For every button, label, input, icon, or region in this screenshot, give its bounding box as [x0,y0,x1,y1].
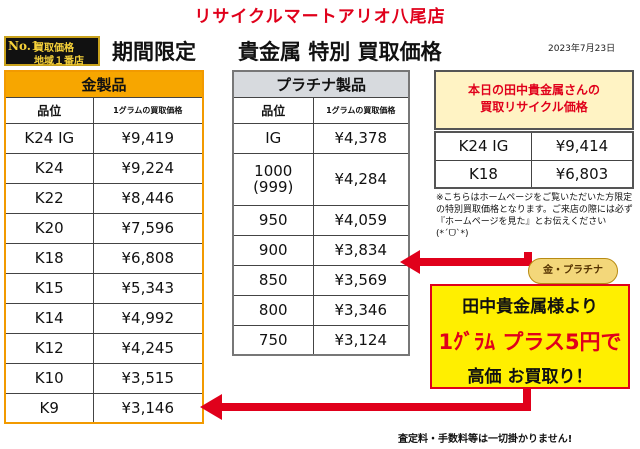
gold-price: ¥7,596 [92,212,204,244]
page-headline: 期間限定 貴金属 特別 買取価格 [112,40,442,64]
no1-badge: No.1 買取価格 地域１番店 [4,36,100,67]
today-title-line2: 買取リサイクル価格 [480,100,588,114]
platinum-price-table: プラチナ製品 品位 1グラムの買取価格 IG ¥4,378 1000 (999) ¥4… [232,70,410,356]
gold-grade: K20 [4,212,94,244]
badge-no1: No.1 [8,39,40,53]
gold-grade: K12 [4,332,94,364]
today-row: K24 IG ¥9,414 [434,131,634,161]
gold-grade: K10 [4,362,94,394]
gold-price-table: 金製品 品位 1グラムの買取価格 K24 IG ¥9,419 K24 ¥9,224 K2… [4,70,204,424]
gold-price: ¥9,419 [92,122,204,154]
gold-table-title: 金製品 [4,70,204,98]
note-text: ※こちらはホームページをご覧いただいた方限定の特別買取価格となります。ご来店の際… [436,193,633,239]
platinum-grade: 1000 (999) [232,152,314,206]
platinum-grade: 750 [232,324,314,356]
gold-price: ¥4,992 [92,302,204,334]
gold-price: ¥4,245 [92,332,204,364]
today-price-header: 本日の田中貴金属さんの 買取リサイクル価格 [434,70,634,130]
promo-box: 田中貴金属様より 1ｸﾞﾗﾑ プラス5円で 高価 お買取り！ [430,284,630,389]
gold-row: K14 ¥4,992 [4,302,204,334]
arrow-to-k9 [222,389,531,411]
arrow-to-900 [418,252,532,266]
gold-grade: K14 [4,302,94,334]
gold-row: K24 IG ¥9,419 [4,122,204,154]
gold-row: K12 ¥4,245 [4,332,204,364]
platinum-grade: IG [232,122,314,154]
gold-grade: K24 IG [4,122,94,154]
today-title-line1: 本日の田中貴金属さんの [467,83,600,97]
gold-row: K18 ¥6,808 [4,242,204,274]
promo-line1: 田中貴金属様より [462,297,598,317]
gold-price: ¥5,343 [92,272,204,304]
arrow-head-k9 [200,394,222,420]
platinum-row: IG ¥4,378 [232,122,410,154]
gold-col-grade: 品位 [4,96,94,124]
gold-row: K24 ¥9,224 [4,152,204,184]
gold-row: K15 ¥5,343 [4,272,204,304]
gold-grade: K9 [4,392,94,424]
gold-row: K10 ¥3,515 [4,362,204,394]
store-title: リサイクルマートアリオ八尾店 [194,7,446,27]
platinum-grade: 950 [232,204,314,236]
today-grade: K18 [434,159,532,189]
gold-row: K9 ¥3,146 [4,392,204,424]
today-price: ¥9,414 [530,131,634,161]
platinum-price: ¥4,378 [312,122,410,154]
platinum-grade: 850 [232,264,314,296]
platinum-row: 750 ¥3,124 [232,324,410,356]
gold-price: ¥8,446 [92,182,204,214]
gold-price: ¥3,146 [92,392,204,424]
platinum-price: ¥3,346 [312,294,410,326]
badge-line2: 地域１番店 [34,56,84,67]
today-price-table: K24 IG ¥9,414 K18 ¥6,803 [434,131,634,189]
platinum-row: 900 ¥3,834 [232,234,410,266]
promo-line2: 1ｸﾞﾗﾑ プラス5円で [438,330,622,354]
platinum-price: ¥3,834 [312,234,410,266]
arrow-head-900 [400,250,420,274]
date-label: 2023年7月23日 [548,44,616,54]
platinum-price: ¥3,124 [312,324,410,356]
gold-row: K20 ¥7,596 [4,212,204,244]
today-price: ¥6,803 [530,159,634,189]
coin-label: 金・プラチナ [528,258,618,284]
platinum-grade: 900 [232,234,314,266]
today-grade: K24 IG [434,131,532,161]
footer-note: 査定料・手数料等は一切掛かりません! [398,434,573,445]
badge-line1: 買取価格 [34,43,74,54]
gold-price: ¥9,224 [92,152,204,184]
promo-line3: 高価 お買取り！ [467,367,593,387]
today-row: K18 ¥6,803 [434,159,634,189]
